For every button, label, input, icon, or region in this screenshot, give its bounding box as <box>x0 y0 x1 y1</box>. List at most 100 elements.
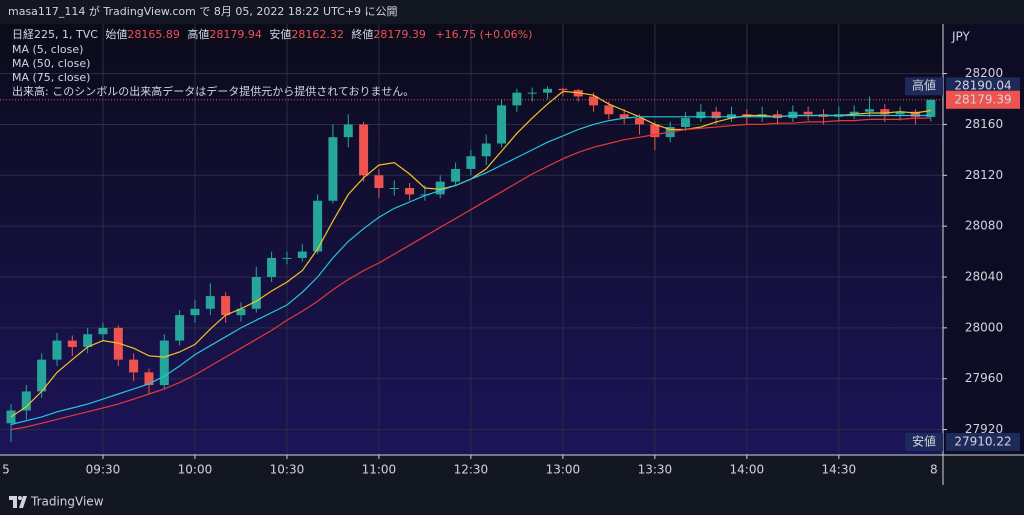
price-box <box>946 77 1020 96</box>
x-tick-label: 14:30 <box>822 463 857 477</box>
candle-body <box>451 168 461 182</box>
candle-body <box>282 257 292 259</box>
y-tick-label: 28000 <box>965 320 1003 334</box>
x-tick-label: 09:30 <box>86 463 121 477</box>
marker-label-bg <box>905 433 943 452</box>
x-tick-label: 10:00 <box>178 463 213 477</box>
candle-body <box>83 334 93 347</box>
candle-body <box>37 359 47 392</box>
candle-body <box>144 372 154 386</box>
candle-body <box>926 99 936 117</box>
candle-body <box>435 181 445 195</box>
ohlc-label: 安値 <box>269 27 291 41</box>
candle-body <box>681 118 691 127</box>
price-box-label: 28190.04 <box>954 79 1011 93</box>
ma-line <box>10 117 931 431</box>
candle-body <box>711 111 721 119</box>
plot <box>0 86 943 443</box>
ohlc-label: 始値 <box>105 27 127 41</box>
ma-line <box>10 114 931 426</box>
price-box <box>946 90 1020 109</box>
legend: 日経225, 1, TVC 始値28165.89 高値28179.94 安値28… <box>12 27 532 41</box>
candle-body <box>359 124 369 176</box>
legend-entry: MA (50, close) <box>12 57 90 70</box>
candle-body <box>113 327 123 360</box>
x-edge-label: 5 <box>2 463 10 477</box>
ohlc-value: 28165.89 <box>127 28 180 41</box>
candle-body <box>619 114 629 119</box>
candle-body <box>527 92 537 94</box>
header-bar <box>0 0 1024 24</box>
publisher: masa117_114 が TradingView.com で 8月 05, 2… <box>8 4 398 18</box>
candle-body <box>650 124 660 138</box>
candle-body <box>696 111 706 119</box>
x-tick-label: 10:30 <box>270 463 305 477</box>
ohlc-value: 28162.32 <box>291 28 344 41</box>
candle-body <box>481 143 491 157</box>
change: +16.75 (+0.06%) <box>435 28 532 41</box>
candle-body <box>543 88 553 93</box>
candle-body <box>159 340 169 386</box>
candle-body <box>343 124 353 138</box>
y-tick-label: 27960 <box>965 371 1003 385</box>
candle-body <box>803 111 813 115</box>
brand: TradingView <box>30 495 104 509</box>
x-tick-label: 14:00 <box>730 463 765 477</box>
x-edge-label: 8 <box>930 463 938 477</box>
y-tick-label: 28160 <box>965 117 1003 131</box>
candle-body <box>21 391 31 411</box>
candle-body <box>420 194 430 196</box>
footer-bar <box>0 485 1024 515</box>
x-tick-label: 11:00 <box>362 463 397 477</box>
candle-body <box>635 118 645 125</box>
candle-body <box>221 296 231 316</box>
candle-body <box>389 188 399 190</box>
candle-body <box>129 359 139 373</box>
candle-body <box>466 156 476 169</box>
candle-body <box>880 109 890 115</box>
marker-label-bg <box>905 77 943 96</box>
candle-body <box>558 88 568 91</box>
candle-body <box>67 340 77 347</box>
legend-entry: MA (5, close) <box>12 43 83 56</box>
y-tick-label: 27920 <box>965 422 1003 436</box>
candle-body <box>251 277 261 309</box>
candle-body <box>405 188 415 195</box>
candle-body <box>895 111 905 115</box>
candle-body <box>205 296 215 309</box>
candle-body <box>589 96 599 106</box>
candle-body <box>497 105 507 144</box>
price-box-label: 27910.22 <box>954 435 1011 449</box>
currency: JPY <box>951 30 971 44</box>
candle-body <box>727 114 737 119</box>
candle-body <box>849 111 859 115</box>
candle-body <box>297 251 307 258</box>
legend-entry: MA (75, close) <box>12 71 90 84</box>
x-tick-label: 13:00 <box>546 463 581 477</box>
ohlc-label: 終値 <box>351 27 373 41</box>
candle-body <box>190 308 200 316</box>
candle-body <box>864 109 874 112</box>
price-box-label: 28179.39 <box>954 92 1011 106</box>
marker-label: 安値 <box>912 434 936 449</box>
candle-body <box>267 257 277 278</box>
symbol-title: 日経225, 1, TVC <box>12 28 98 41</box>
candle-body <box>604 105 614 115</box>
x-tick-label: 13:30 <box>638 463 673 477</box>
candle-body <box>236 308 246 316</box>
y-tick-label: 28040 <box>965 270 1003 284</box>
marker-label: 高値 <box>912 78 936 93</box>
y-tick-label: 28120 <box>965 168 1003 182</box>
candle-body <box>52 340 62 360</box>
candle-body <box>175 315 185 341</box>
candle-body <box>910 111 920 117</box>
volume-note: 出来高: このシンボルの出来高データはデータ提供元から提供されておりません。 <box>12 84 414 98</box>
candle-body <box>374 175 384 189</box>
ohlc-value: 28179.94 <box>209 28 262 41</box>
ohlc-value: 28179.39 <box>373 28 426 41</box>
plot-area <box>0 24 943 455</box>
candle-body <box>773 114 782 119</box>
brand-logo <box>9 496 27 508</box>
x-tick-label: 12:30 <box>454 463 489 477</box>
